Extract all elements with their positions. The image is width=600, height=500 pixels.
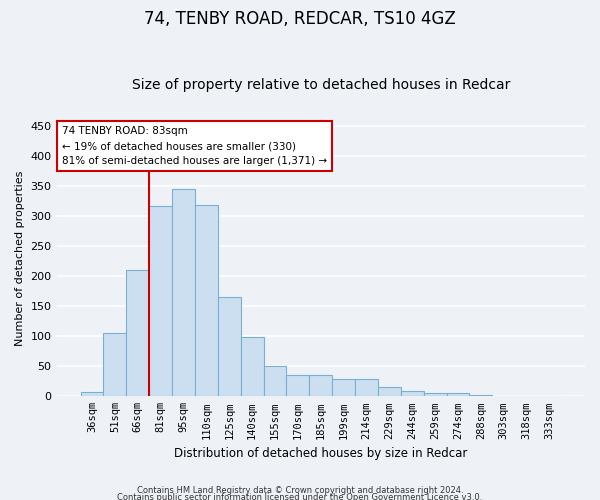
- Bar: [469, 395, 493, 396]
- Bar: [172, 190, 195, 396]
- Bar: [80, 392, 103, 396]
- Text: Contains public sector information licensed under the Open Government Licence v3: Contains public sector information licen…: [118, 494, 482, 500]
- Bar: [195, 205, 218, 396]
- Bar: [263, 366, 286, 396]
- Text: 74 TENBY ROAD: 83sqm
← 19% of detached houses are smaller (330)
81% of semi-deta: 74 TENBY ROAD: 83sqm ← 19% of detached h…: [62, 126, 327, 166]
- Bar: [149, 206, 172, 396]
- Bar: [286, 375, 310, 396]
- Bar: [218, 297, 241, 396]
- Bar: [241, 338, 263, 396]
- Bar: [332, 379, 355, 396]
- Bar: [310, 375, 332, 396]
- Bar: [355, 379, 378, 396]
- Bar: [378, 388, 401, 396]
- Bar: [103, 332, 127, 396]
- Text: 74, TENBY ROAD, REDCAR, TS10 4GZ: 74, TENBY ROAD, REDCAR, TS10 4GZ: [144, 10, 456, 28]
- Bar: [401, 392, 424, 396]
- Title: Size of property relative to detached houses in Redcar: Size of property relative to detached ho…: [131, 78, 510, 92]
- Bar: [446, 394, 469, 396]
- Y-axis label: Number of detached properties: Number of detached properties: [15, 170, 25, 346]
- Text: Contains HM Land Registry data © Crown copyright and database right 2024.: Contains HM Land Registry data © Crown c…: [137, 486, 463, 495]
- Bar: [127, 270, 149, 396]
- Bar: [424, 394, 446, 396]
- X-axis label: Distribution of detached houses by size in Redcar: Distribution of detached houses by size …: [174, 447, 467, 460]
